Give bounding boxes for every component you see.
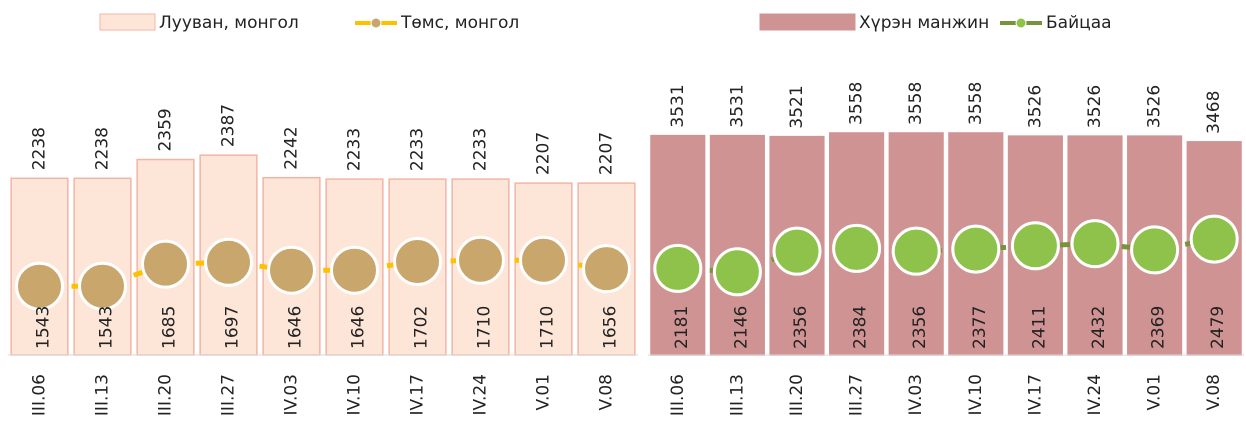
x-tick-label: III.27: [847, 374, 867, 416]
marker: [1191, 216, 1237, 262]
bar-value-label: 2207: [534, 132, 554, 175]
x-tick-label: III.06: [30, 374, 50, 416]
marker: [1012, 223, 1058, 269]
bar-value-label: 2207: [597, 132, 617, 175]
bar-value-label: 3558: [847, 82, 867, 125]
line-value-label: 2411: [1029, 306, 1049, 349]
legend-swatch: [760, 14, 855, 30]
marker: [269, 247, 315, 293]
line-value-label: 2146: [731, 306, 751, 349]
x-tick-label: IV.03: [906, 374, 926, 416]
bar-value-label: 2359: [156, 108, 176, 151]
line-value-label: 2384: [851, 306, 871, 349]
marker: [953, 226, 999, 272]
line-value-label: 2356: [791, 306, 811, 349]
line-value-label: 1710: [538, 306, 558, 349]
bar-value-label: 3526: [1085, 85, 1105, 128]
x-tick-label: IV.17: [408, 374, 428, 416]
legend-label: Төмс, монгол: [400, 13, 519, 33]
bar-value-label: 3531: [668, 84, 688, 127]
marker: [80, 263, 126, 309]
line-value-label: 1543: [34, 306, 54, 349]
line-value-label: 1646: [286, 306, 306, 349]
x-tick-label: IV.17: [1025, 374, 1045, 416]
x-tick-label: V.08: [597, 374, 617, 410]
line-value-label: 1685: [160, 306, 180, 349]
bar-value-label: 2238: [30, 127, 50, 170]
x-tick-label: III.20: [787, 374, 807, 416]
marker: [1072, 221, 1118, 267]
x-tick-label: V.01: [534, 374, 554, 410]
x-tick-label: IV.24: [471, 374, 491, 416]
x-tick-label: III.27: [219, 374, 239, 416]
x-tick-label: III.20: [156, 374, 176, 416]
x-tick-label: IV.10: [966, 374, 986, 416]
marker: [143, 241, 189, 287]
legend-label: Лууван, монгол: [159, 13, 299, 33]
x-tick-label: III.13: [727, 374, 747, 416]
marker: [714, 249, 760, 295]
bar-value-label: 3531: [727, 84, 747, 127]
line-value-label: 2432: [1089, 306, 1109, 349]
bar-value-label: 2233: [471, 128, 491, 171]
marker: [774, 228, 820, 274]
line-value-label: 1702: [412, 306, 432, 349]
bar-value-label: 3468: [1204, 91, 1224, 134]
x-tick-label: III.13: [93, 374, 113, 416]
bar-value-label: 3558: [966, 82, 986, 125]
x-tick-label: IV.10: [345, 374, 365, 416]
bar-value-label: 3558: [906, 82, 926, 125]
x-tick-label: III.06: [668, 374, 688, 416]
bar-value-label: 2387: [219, 104, 239, 147]
line-value-label: 2356: [910, 306, 930, 349]
x-tick-label: IV.24: [1085, 374, 1105, 416]
marker: [655, 245, 701, 291]
marker: [332, 247, 378, 293]
bar-value-label: 2233: [345, 128, 365, 171]
marker: [458, 237, 504, 283]
line-value-label: 2369: [1149, 306, 1169, 349]
marker: [893, 228, 939, 274]
line-value-label: 2479: [1208, 306, 1228, 349]
bar-value-label: 2238: [93, 127, 113, 170]
bar-value-label: 2233: [408, 128, 428, 171]
legend-label: Хүрэн манжин: [859, 13, 989, 33]
chart: Лууван, монгол Төмс, монгол 2238 2238 2359 23…: [0, 0, 1246, 426]
line-value-label: 1656: [601, 306, 621, 349]
marker: [206, 239, 252, 285]
legend-label: Байцаа: [1046, 13, 1112, 33]
line-value-label: 1710: [475, 306, 495, 349]
legend-swatch: [100, 14, 155, 30]
bar-value-label: 2242: [282, 126, 302, 169]
marker: [584, 246, 630, 292]
x-tick-label: IV.03: [282, 374, 302, 416]
line-value-label: 2377: [970, 306, 990, 349]
line-value-label: 1543: [97, 306, 117, 349]
marker: [395, 239, 441, 285]
line-value-label: 1697: [223, 306, 243, 349]
bar-value-label: 3526: [1145, 85, 1165, 128]
marker: [521, 237, 567, 283]
line-value-label: 2181: [672, 306, 692, 349]
marker: [1132, 227, 1178, 273]
x-tick-label: V.01: [1145, 374, 1165, 410]
bar-value-label: 3521: [787, 85, 807, 128]
legend-marker: [1016, 18, 1026, 28]
marker: [17, 263, 63, 309]
marker: [834, 225, 880, 271]
bar-value-label: 3526: [1025, 85, 1045, 128]
x-tick-label: V.08: [1204, 374, 1224, 410]
legend-marker: [371, 18, 381, 28]
line-value-label: 1646: [349, 306, 369, 349]
